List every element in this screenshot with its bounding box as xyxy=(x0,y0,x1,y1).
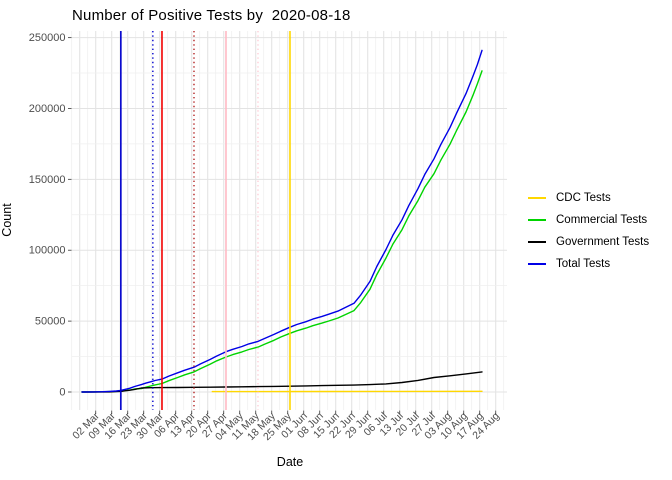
y-tick-label: 0 xyxy=(59,387,65,399)
legend-label: CDC Tests xyxy=(556,192,611,204)
y-tick-label: 250000 xyxy=(29,32,66,44)
legend-label: Commercial Tests xyxy=(556,214,648,226)
legend-label: Total Tests xyxy=(556,258,611,270)
series-line-government-tests xyxy=(81,371,483,393)
y-tick-label: 200000 xyxy=(29,103,66,115)
legend-entry: Government Tests xyxy=(528,231,649,253)
legend-key-line xyxy=(528,241,546,243)
legend-key-line xyxy=(528,197,546,199)
y-tick-label: 100000 xyxy=(29,245,66,257)
series-line-total-tests xyxy=(81,49,483,393)
legend-key-line xyxy=(528,263,546,265)
legend: CDC Tests Commercial Tests Government Test… xyxy=(528,187,649,275)
legend-entry: Total Tests xyxy=(528,253,649,275)
plot-title: Number of Positive Tests by 2020-08-18 xyxy=(72,7,351,24)
x-axis-title: Date xyxy=(276,455,304,469)
y-axis-title: Count xyxy=(0,203,14,237)
y-tick-label: 150000 xyxy=(29,174,66,186)
y-tick-label: 50000 xyxy=(35,316,66,328)
series-line-commercial-tests xyxy=(81,70,483,393)
legend-entry: CDC Tests xyxy=(528,187,649,209)
legend-key-line xyxy=(528,219,546,221)
legend-entry: Commercial Tests xyxy=(528,209,649,231)
legend-label: Government Tests xyxy=(556,236,650,248)
